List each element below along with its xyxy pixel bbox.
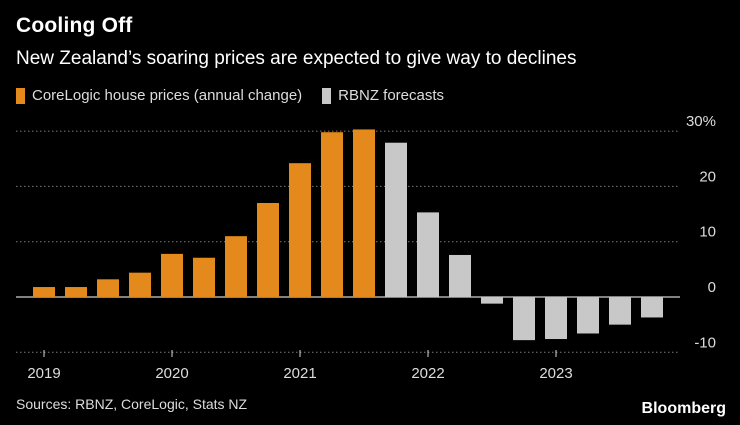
legend-swatch-rbnz	[322, 87, 332, 104]
y-tick-label: -10	[694, 334, 716, 351]
legend-label-corelogic: CoreLogic house prices (annual change)	[32, 87, 303, 104]
y-tick-label: 20	[699, 168, 716, 185]
bar-rbnz-forecast	[449, 254, 471, 297]
source-note: Sources: RBNZ, CoreLogic, Stats NZ	[16, 396, 248, 412]
bar-corelogic	[193, 257, 215, 297]
bar-rbnz-forecast	[513, 297, 535, 341]
bar-corelogic	[321, 132, 343, 297]
chart-title: Cooling Off	[16, 14, 133, 37]
legend: CoreLogic house prices (annual change) R…	[16, 87, 464, 104]
legend-label-rbnz: RBNZ forecasts	[338, 87, 445, 104]
bar-rbnz-forecast	[577, 297, 599, 334]
x-tick-label: 2023	[539, 365, 572, 382]
x-tick-label: 2021	[283, 365, 316, 382]
bar-corelogic	[289, 163, 311, 297]
x-tick-label: 2022	[411, 365, 444, 382]
x-tick-label: 2019	[27, 365, 60, 382]
bar-corelogic	[225, 236, 247, 297]
bloomberg-logo: Bloomberg	[641, 400, 726, 417]
legend-item-corelogic: CoreLogic house prices (annual change)	[16, 87, 302, 104]
y-tick-label: 10	[699, 224, 716, 241]
y-tick-label: 30%	[686, 113, 716, 130]
bar-rbnz-forecast	[481, 297, 503, 304]
bar-corelogic	[161, 253, 183, 297]
bar-corelogic	[65, 287, 87, 297]
legend-item-rbnz: RBNZ forecasts	[322, 87, 444, 104]
bar-corelogic	[257, 202, 279, 297]
bar-corelogic	[353, 129, 375, 297]
bar-corelogic	[129, 272, 151, 297]
bar-rbnz-forecast	[641, 297, 663, 318]
legend-swatch-corelogic	[16, 87, 25, 104]
bar-rbnz-forecast	[385, 142, 407, 297]
bar-corelogic	[97, 279, 119, 297]
x-tick-label: 2020	[155, 365, 188, 382]
chart-subtitle: New Zealand’s soaring prices are expecte…	[16, 48, 577, 69]
bar-rbnz-forecast	[417, 212, 439, 297]
bar-corelogic	[33, 287, 55, 297]
bar-rbnz-forecast	[545, 297, 567, 340]
bar-rbnz-forecast	[609, 297, 631, 325]
y-tick-label: 0	[708, 279, 716, 296]
